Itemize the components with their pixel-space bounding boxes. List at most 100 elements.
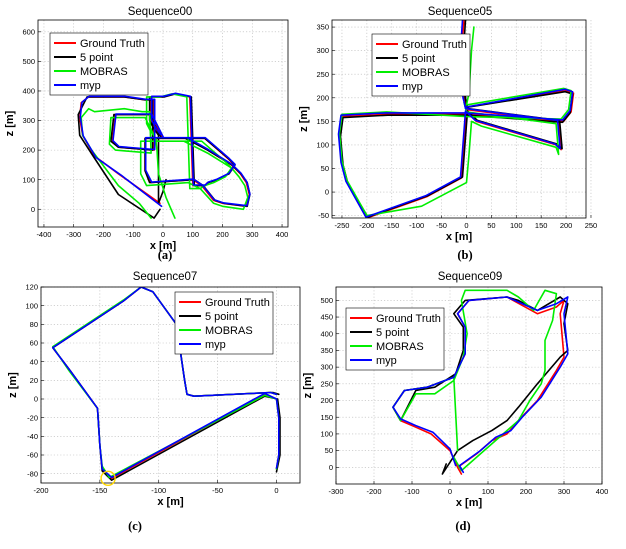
y-tick-label: 80 [30,320,38,329]
chart-title: Sequence05 [428,6,493,18]
series-line-myp [392,296,569,474]
legend-label: MOBRAS [205,325,253,337]
y-tick-label: 0 [329,463,333,472]
plot-frame [40,286,301,484]
x-tick-label: -50 [436,221,447,230]
y-tick-label: -60 [27,451,38,460]
y-tick-label: 150 [316,117,329,126]
x-tick-label: 100 [187,230,200,239]
y-axis-label: z [m] [7,372,19,398]
y-tick-label: 100 [316,141,329,150]
y-tick-label: 400 [22,87,35,96]
legend-label: MOBRAS [376,341,424,353]
x-tick-label: -100 [409,221,424,230]
y-tick-label: 50 [321,164,329,173]
x-tick-label: -100 [151,486,166,495]
legend-label: myp [376,355,397,367]
panel-caption: (c) [128,519,142,533]
series-line-myp [337,20,574,218]
x-tick-label: -150 [384,221,399,230]
x-tick-label: 200 [520,487,533,496]
x-axis-label: x [m] [456,497,483,509]
x-tick-label: -100 [126,230,141,239]
legend-label: Ground Truth [402,39,467,51]
legend-label: Ground Truth [80,38,145,50]
legend-label: Ground Truth [205,297,270,309]
series-line-myp [79,92,251,208]
y-axis-label: z [m] [4,110,16,136]
y-tick-label: 40 [30,357,38,366]
y-tick-label: -80 [27,469,38,478]
x-tick-label: -50 [212,486,223,495]
legend-label: myp [402,81,423,93]
y-tick-label: 350 [320,346,333,355]
legend-label: MOBRAS [80,66,128,78]
x-tick-label: -300 [66,230,81,239]
x-tick-label: -200 [359,221,374,230]
y-tick-label: 100 [25,301,38,310]
highlight-circle [100,470,116,487]
y-axis-label: z [m] [302,372,314,398]
y-tick-label: -20 [27,413,38,422]
legend-label: MOBRAS [402,67,450,79]
y-tick-label: 300 [320,363,333,372]
y-tick-label: 60 [30,339,38,348]
x-tick-label: 0 [464,221,468,230]
chart-panel-2: -250 -200 -150 -100 -50 0 50 100 150 200 250 -50 0 50… [298,6,597,262]
panel-caption: (b) [457,248,472,262]
series-line-mobras [338,26,572,217]
x-tick-label: 150 [535,221,548,230]
y-axis-label: z [m] [298,106,310,132]
y-tick-label: 200 [22,146,35,155]
x-tick-label: 400 [276,230,289,239]
y-tick-label: 500 [320,296,333,305]
legend-label: 5 point [205,311,238,323]
panel-caption: (d) [455,519,470,533]
x-axis-label: x [m] [157,496,184,508]
legend-label: myp [80,80,101,92]
x-tick-label: 300 [246,230,259,239]
chart-title: Sequence09 [438,271,503,283]
y-tick-label: 250 [316,70,329,79]
x-tick-label: 100 [482,487,495,496]
y-tick-label: 250 [320,379,333,388]
y-tick-label: 300 [22,116,35,125]
y-tick-label: 0 [31,205,35,214]
x-tick-label: 200 [560,221,573,230]
chart-panel-1: -400 -300 -200 -100 0 100 200 300 400 0 100 200 300 4… [4,6,289,262]
y-tick-label: 500 [22,57,35,66]
x-tick-label: 50 [487,221,495,230]
y-tick-label: 600 [22,27,35,36]
legend-label: 5 point [80,52,113,64]
y-tick-label: 200 [316,93,329,102]
legend-label: 5 point [402,53,435,65]
legend-label: Ground Truth [376,313,441,325]
x-tick-label: 0 [274,486,278,495]
x-tick-label: -300 [328,487,343,496]
x-tick-label: -100 [404,487,419,496]
y-tick-label: 100 [22,175,35,184]
plot-frame [335,286,603,485]
legend-label: myp [205,339,226,351]
y-tick-label: 300 [316,46,329,55]
plot-frame [37,19,289,228]
y-tick-label: 0 [325,188,329,197]
x-tick-label: -250 [334,221,349,230]
y-tick-label: 20 [30,376,38,385]
x-tick-label: 250 [585,221,598,230]
x-tick-label: 100 [510,221,523,230]
y-tick-label: -40 [27,432,38,441]
x-tick-label: -150 [92,486,107,495]
series-line-myp [51,287,280,479]
x-tick-label: 400 [596,487,609,496]
x-tick-label: -200 [366,487,381,496]
x-tick-label: 300 [558,487,571,496]
x-axis-label: x [m] [446,231,473,243]
x-tick-label: -200 [33,486,48,495]
x-tick-label: 0 [161,230,165,239]
chart-title: Sequence07 [133,271,198,283]
plot-frame [331,19,587,219]
x-tick-label: -200 [96,230,111,239]
y-tick-label: 400 [320,329,333,338]
